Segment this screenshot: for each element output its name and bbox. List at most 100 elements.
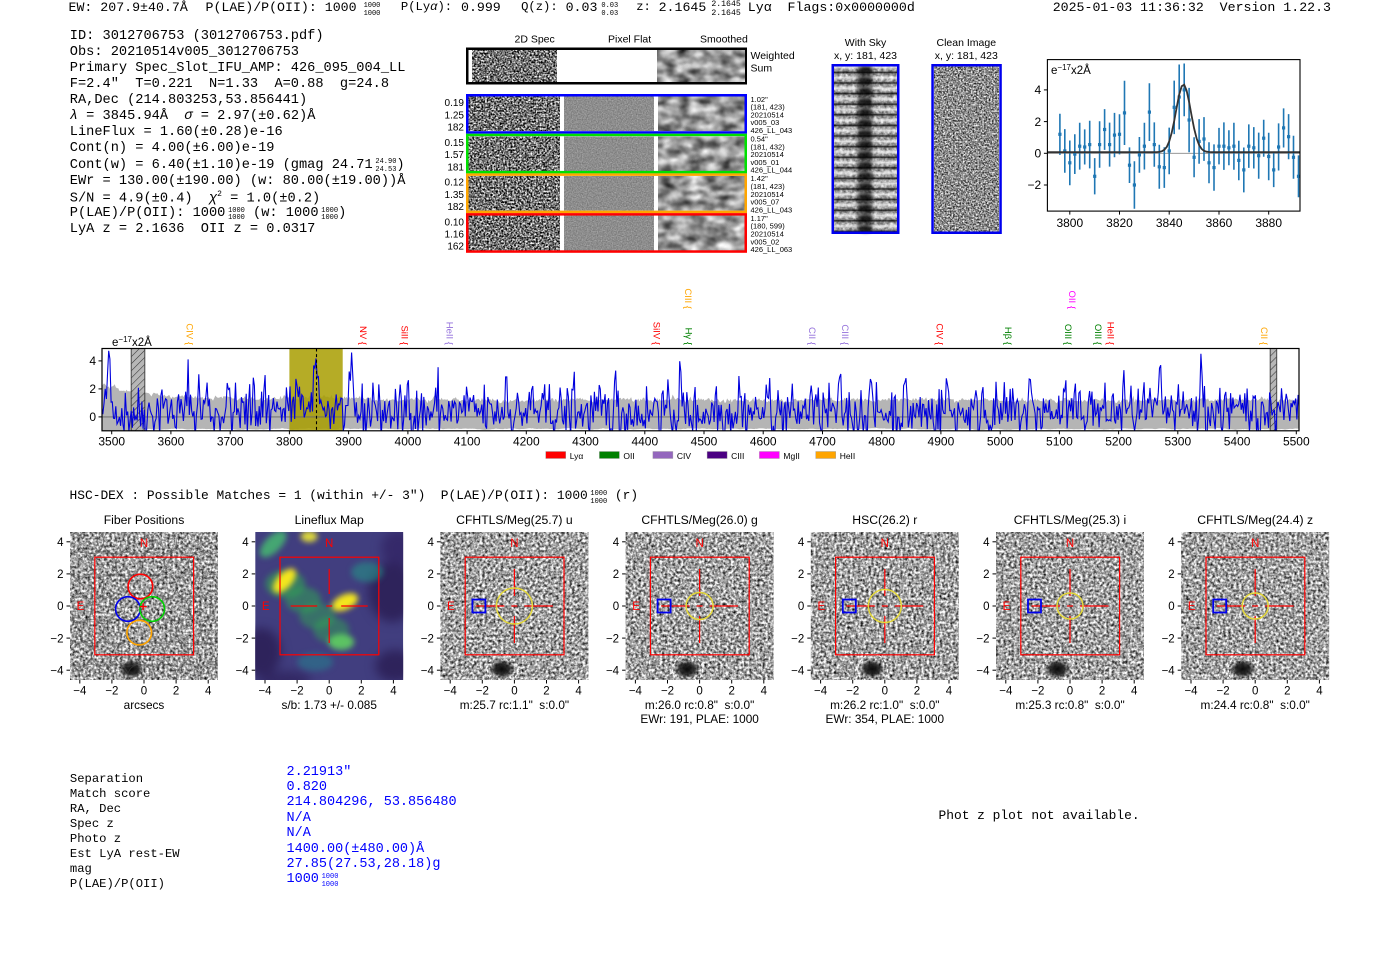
svg-text:2: 2: [358, 686, 364, 698]
svg-text:−4: −4: [1184, 686, 1198, 698]
svg-text:0.54": 0.54": [751, 135, 769, 144]
svg-text:HSC(26.2) r: HSC(26.2) r: [852, 513, 917, 527]
svg-text:−2: −2: [421, 633, 434, 645]
svg-text:182: 182: [447, 202, 464, 213]
svg-text:E: E: [817, 601, 825, 613]
svg-text:4900: 4900: [928, 435, 955, 449]
svg-text:3600: 3600: [158, 435, 185, 449]
svg-text:−2: −2: [50, 633, 63, 645]
svg-text:v005_01: v005_01: [751, 158, 780, 167]
svg-text:4500: 4500: [691, 435, 718, 449]
svg-text:2: 2: [1035, 115, 1042, 129]
svg-text:4800: 4800: [868, 435, 895, 449]
svg-text:1.25: 1.25: [445, 110, 465, 121]
svg-text:426_LL_044: 426_LL_044: [751, 166, 793, 175]
svg-text:2: 2: [173, 686, 179, 698]
svg-text:5000: 5000: [987, 435, 1014, 449]
svg-text:N: N: [695, 538, 703, 550]
svg-text:0.10: 0.10: [445, 217, 465, 228]
svg-text:0: 0: [882, 686, 888, 698]
svg-text:0: 0: [1035, 147, 1042, 161]
svg-text:4400: 4400: [631, 435, 658, 449]
svg-text:4: 4: [1168, 537, 1175, 549]
svg-text:4: 4: [390, 686, 397, 698]
svg-text:−4: −4: [629, 686, 643, 698]
svg-text:2: 2: [89, 382, 96, 396]
svg-text:0: 0: [242, 601, 248, 613]
svg-text:4: 4: [575, 686, 582, 698]
svg-text:5100: 5100: [1046, 435, 1073, 449]
svg-text:CFHTLS/Meg(25.3) i: CFHTLS/Meg(25.3) i: [1014, 513, 1126, 527]
svg-text:0: 0: [696, 686, 702, 698]
svg-text:0: 0: [613, 601, 619, 613]
svg-text:HeII: HeII: [840, 451, 856, 461]
svg-text:−4: −4: [1162, 665, 1176, 677]
svg-text:1.17": 1.17": [751, 214, 769, 223]
svg-text:CIV {: CIV {: [184, 323, 195, 345]
svg-text:m:26.2 rc:1.0" s:0.0": m:26.2 rc:1.0" s:0.0": [830, 698, 939, 712]
svg-text:426_LL_063: 426_LL_063: [751, 245, 793, 254]
svg-text:4: 4: [427, 537, 434, 549]
svg-text:−4: −4: [50, 665, 64, 677]
svg-text:1.42": 1.42": [751, 174, 769, 183]
svg-text:EWr: 354, PLAE: 1000: EWr: 354, PLAE: 1000: [826, 712, 945, 726]
svg-text:x, y: 181, 423: x, y: 181, 423: [834, 50, 897, 62]
svg-text:E: E: [1003, 601, 1011, 613]
svg-text:OII {: OII {: [1066, 291, 1077, 309]
svg-text:4: 4: [946, 686, 953, 698]
svg-text:−2: −2: [976, 633, 989, 645]
svg-text:0: 0: [89, 410, 96, 424]
svg-text:181: 181: [447, 162, 464, 173]
svg-text:−2: −2: [105, 686, 118, 698]
svg-text:CII {: CII {: [1258, 327, 1269, 345]
svg-text:CII {: CII {: [806, 327, 817, 345]
svg-text:−2: −2: [846, 686, 859, 698]
svg-text:0: 0: [983, 601, 989, 613]
svg-text:2: 2: [1284, 686, 1290, 698]
svg-text:−2: −2: [606, 633, 619, 645]
svg-text:4: 4: [242, 537, 249, 549]
svg-text:v005_03: v005_03: [751, 118, 780, 127]
svg-text:20210514: 20210514: [751, 110, 784, 119]
svg-text:4: 4: [1131, 686, 1138, 698]
svg-text:(181, 432): (181, 432): [751, 142, 786, 151]
svg-text:−2: −2: [661, 686, 674, 698]
svg-text:2: 2: [543, 686, 549, 698]
svg-text:−2: −2: [1217, 686, 1230, 698]
svg-text:3880: 3880: [1255, 216, 1282, 230]
svg-text:CIV {: CIV {: [934, 323, 945, 345]
svg-text:1.57: 1.57: [445, 150, 465, 161]
svg-text:−4: −4: [73, 686, 87, 698]
svg-text:−2: −2: [476, 686, 489, 698]
svg-text:3860: 3860: [1206, 216, 1233, 230]
svg-text:4300: 4300: [572, 435, 599, 449]
svg-text:4: 4: [613, 537, 620, 549]
svg-text:x, y: 181, 423: x, y: 181, 423: [935, 50, 998, 62]
svg-text:−4: −4: [444, 686, 458, 698]
svg-text:−4: −4: [606, 665, 620, 677]
svg-text:0: 0: [1168, 601, 1174, 613]
svg-text:3840: 3840: [1156, 216, 1183, 230]
svg-text:0: 0: [427, 601, 433, 613]
svg-text:N: N: [881, 538, 889, 550]
svg-text:0.15: 0.15: [445, 138, 465, 149]
svg-text:5200: 5200: [1105, 435, 1132, 449]
svg-text:0.12: 0.12: [445, 178, 465, 189]
svg-text:CFHTLS/Meg(24.4) z: CFHTLS/Meg(24.4) z: [1197, 513, 1313, 527]
svg-text:v005_07: v005_07: [751, 198, 780, 207]
svg-text:0: 0: [798, 601, 804, 613]
svg-text:5400: 5400: [1224, 435, 1251, 449]
svg-text:4: 4: [57, 537, 64, 549]
svg-text:2: 2: [1168, 569, 1174, 581]
svg-text:m:24.4 rc:0.8" s:0.0": m:24.4 rc:0.8" s:0.0": [1201, 698, 1310, 712]
svg-text:−2: −2: [1028, 178, 1042, 192]
svg-text:EWr: 191, PLAE: 1000: EWr: 191, PLAE: 1000: [640, 712, 759, 726]
svg-text:−2: −2: [291, 686, 304, 698]
svg-text:s/b: 1.73 +/- 0.085: s/b: 1.73 +/- 0.085: [281, 698, 377, 712]
svg-text:−4: −4: [976, 665, 990, 677]
svg-text:−4: −4: [258, 686, 272, 698]
svg-text:arcsecs: arcsecs: [124, 698, 165, 712]
svg-text:Lineflux Map: Lineflux Map: [295, 513, 364, 527]
svg-text:(180, 599): (180, 599): [751, 222, 786, 231]
svg-text:SiII {: SiII {: [399, 325, 410, 345]
